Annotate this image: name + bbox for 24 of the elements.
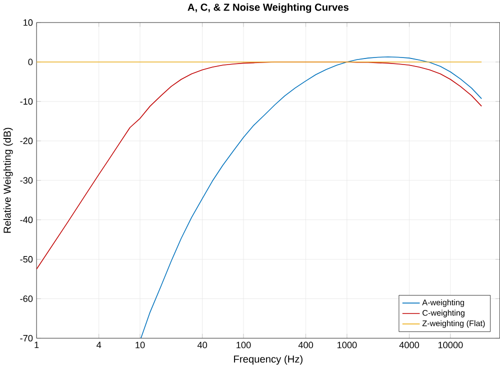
x-tick-label: 1000 [338,342,357,348]
y-tick-label: -10 [20,98,33,105]
y-tick-label: -50 [20,256,33,263]
x-tick-label: 4000 [399,342,420,348]
y-tick-label: -40 [20,216,33,224]
x-tick-label: 1 [34,342,39,348]
x-tick-label: 100 [236,342,251,348]
x-tick-label: 10 [136,342,145,348]
chart-title: A, C, & Z Noise Weighting Curves [188,3,349,13]
y-tick-label: 0 [28,58,33,66]
legend-label: A-weighting [422,299,464,307]
x-tick-label: 400 [298,342,314,348]
x-tick-label: 4 [96,342,102,348]
y-tick-label: -20 [20,138,33,144]
y-tick-label: -30 [20,177,33,184]
x-tick-label: 10000 [438,342,463,348]
legend-label: Z-weighting (Flat) [422,320,485,328]
x-axis-title: Frequency (Hz) [234,355,302,365]
y-tick-label: 10 [24,19,33,26]
y-axis-title: Relative Weighting (dB) [3,128,13,233]
legend-label: C-weighting [422,310,464,318]
y-tick-label: -60 [20,295,33,302]
x-tick-label: 40 [197,342,208,348]
y-tick-label: -70 [20,334,33,342]
